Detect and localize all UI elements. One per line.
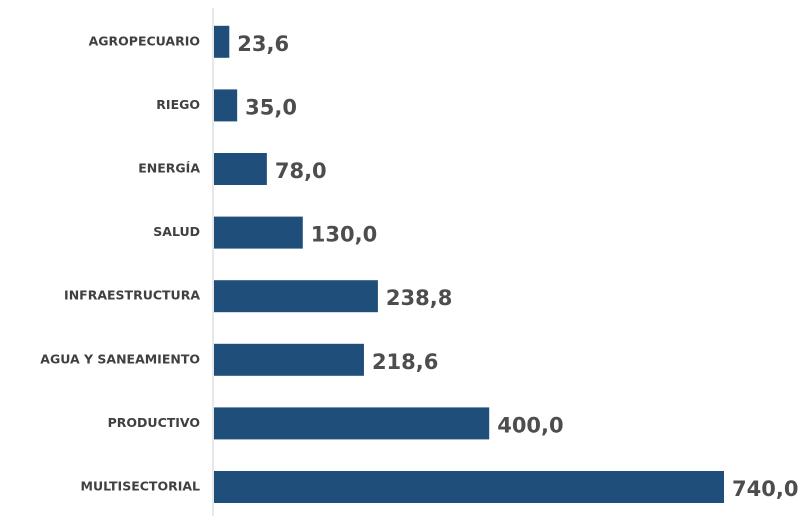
- bar: [214, 471, 724, 503]
- value-label: 218,6: [372, 350, 438, 374]
- value-label: 78,0: [275, 159, 327, 183]
- category-label: SALUD: [153, 224, 200, 239]
- value-label: 23,6: [237, 32, 289, 56]
- category-label: MULTISECTORIAL: [81, 479, 200, 494]
- category-label: AGROPECUARIO: [89, 33, 200, 48]
- bar: [214, 343, 364, 376]
- category-label: INFRAESTRUCTURA: [64, 288, 200, 303]
- value-label: 35,0: [245, 95, 297, 119]
- value-label: 130,0: [311, 223, 377, 247]
- bar: [214, 153, 267, 185]
- value-label: 238,8: [386, 286, 452, 310]
- category-label: PRODUCTIVO: [108, 415, 200, 430]
- category-label: AGUA Y SANEAMIENTO: [40, 351, 200, 366]
- bar: [214, 216, 303, 249]
- bar: [214, 25, 230, 58]
- value-label: 740,0: [732, 477, 798, 501]
- bar: [214, 407, 490, 440]
- bar: [214, 280, 378, 313]
- category-label: RIEGO: [156, 97, 200, 112]
- category-label: ENERGÍA: [138, 161, 200, 176]
- value-label: 400,0: [497, 413, 563, 437]
- bar: [214, 89, 238, 122]
